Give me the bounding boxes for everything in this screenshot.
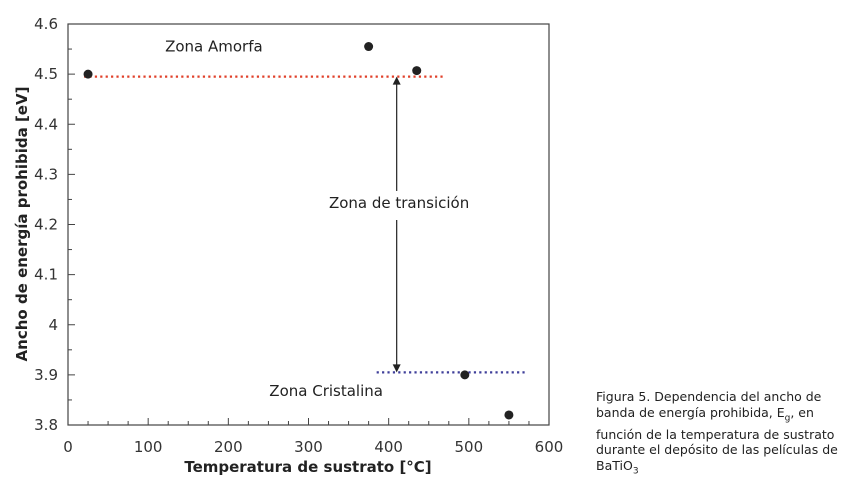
caption-line-5: BaTiO3 — [596, 457, 639, 477]
caption-line-3: función de la temperatura de sustrato — [596, 426, 835, 442]
y-tick-label: 4.1 — [34, 266, 58, 284]
x-tick-label: 0 — [63, 438, 73, 456]
y-tick-label: 4.4 — [34, 115, 58, 133]
annotation: Zona de transición — [329, 194, 469, 212]
y-tick-label: 4.5 — [34, 65, 58, 83]
annotations: Zona Amorfa Zona de transición Zona Crista… — [165, 38, 469, 400]
figure-caption: Figura 5. Dependencia del ancho de banda… — [596, 389, 841, 480]
y-tick-label: 4.2 — [34, 216, 58, 234]
annotation: Zona Amorfa — [165, 38, 263, 56]
x-tick-label: 600 — [535, 438, 564, 456]
caption-line-2: banda de energía prohibida, Eg, en — [596, 404, 814, 424]
y-tick-label: 4.6 — [34, 15, 58, 33]
x-axis-title: Temperatura de sustrato [°C] — [184, 458, 431, 476]
data-point — [460, 370, 470, 380]
data-point — [412, 66, 422, 76]
y-axis-ticks: 3.8 3.9 4 4.1 4.2 4.3 4.4 4.5 4.6 — [34, 15, 75, 434]
annotation: Zona Cristalina — [269, 382, 383, 400]
caption-line-1: Figura 5. Dependencia del ancho de — [596, 389, 822, 404]
arrow-head-down — [392, 364, 401, 373]
y-tick-label: 3.8 — [34, 416, 58, 434]
data-point — [83, 69, 93, 79]
caption-line-4: durante el depósito de las películas de — [596, 442, 838, 457]
arrow-head-up — [392, 76, 401, 85]
y-tick-label: 4 — [48, 316, 58, 334]
y-axis-title: Ancho de energía prohibida [eV] — [13, 87, 31, 362]
data-point — [364, 42, 374, 52]
data-point — [504, 410, 514, 420]
x-tick-label: 100 — [134, 438, 163, 456]
plot-frame — [67, 23, 550, 426]
transition-arrow — [392, 76, 401, 373]
y-tick-label: 3.9 — [34, 366, 58, 384]
data-points — [83, 42, 514, 420]
x-axis-ticks: 0 100 200 300 400 500 600 — [63, 418, 563, 456]
x-tick-label: 400 — [374, 438, 403, 456]
x-tick-label: 200 — [214, 438, 243, 456]
reference-lines — [84, 75, 525, 374]
x-tick-label: 500 — [455, 438, 484, 456]
x-tick-label: 300 — [294, 438, 323, 456]
y-tick-label: 4.3 — [34, 165, 58, 183]
